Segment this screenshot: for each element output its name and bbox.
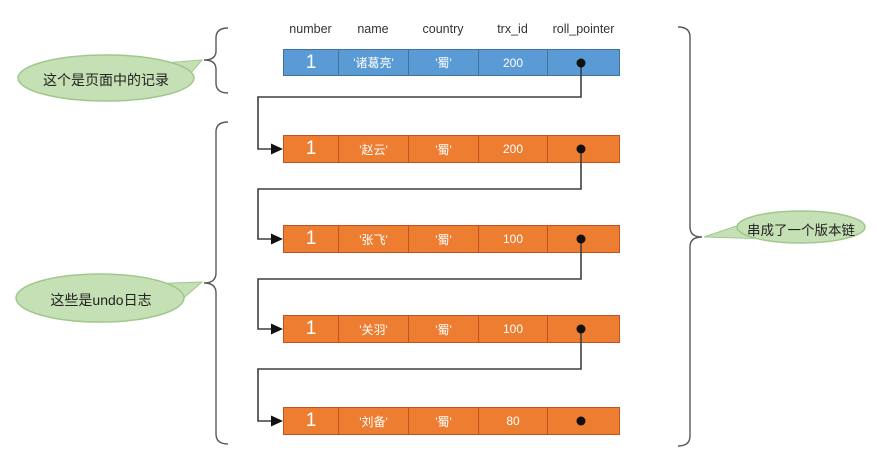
arrowhead-4 [271, 415, 283, 427]
undo-log-row-2: 1 '张飞' '蜀' 100 [283, 225, 620, 253]
header-name: name [357, 22, 389, 36]
cell-country: '蜀' [409, 316, 479, 342]
cell-trx-id: 100 [479, 226, 548, 252]
arrowhead-2 [271, 233, 283, 245]
undo-log-row-3: 1 '关羽' '蜀' 100 [283, 315, 620, 343]
cell-name: '刘备' [339, 408, 409, 434]
cell-trx-id: 200 [479, 136, 548, 162]
header-roll-pointer: roll_pointer [552, 22, 615, 36]
cell-country: '蜀' [409, 226, 479, 252]
page-record-row: 1 '诸葛亮' '蜀' 200 [283, 49, 620, 76]
cell-country: '蜀' [409, 408, 479, 434]
cell-roll-pointer [548, 226, 619, 252]
cell-country: '蜀' [409, 50, 479, 75]
arrowhead-3 [271, 323, 283, 335]
header-number: number [289, 22, 332, 36]
undo-log-row-1: 1 '赵云' '蜀' 200 [283, 135, 620, 163]
cell-trx-id: 100 [479, 316, 548, 342]
cell-number: 1 [284, 316, 339, 342]
arrowhead-1 [271, 143, 283, 155]
header-trx-id: trx_id [497, 22, 528, 36]
cell-name: '诸葛亮' [339, 50, 409, 75]
header-country: country [422, 22, 464, 36]
brace-undo-logs [203, 121, 229, 445]
cell-country: '蜀' [409, 136, 479, 162]
cell-roll-pointer [548, 408, 619, 434]
cell-number: 1 [284, 226, 339, 252]
cell-roll-pointer [548, 50, 619, 75]
brace-page-record [203, 27, 229, 94]
cell-number: 1 [284, 136, 339, 162]
cell-name: '张飞' [339, 226, 409, 252]
cell-number: 1 [284, 408, 339, 434]
cell-trx-id: 80 [479, 408, 548, 434]
cell-roll-pointer [548, 136, 619, 162]
cell-number: 1 [284, 50, 339, 75]
brace-version-chain [677, 26, 703, 447]
column-headers: number name country trx_id roll_pointer [283, 21, 620, 38]
callout-undo-logs: 这些是undo日志 [50, 292, 152, 308]
cell-name: '关羽' [339, 316, 409, 342]
cell-roll-pointer [548, 316, 619, 342]
callout-version-chain: 串成了一个版本链 [747, 223, 855, 238]
undo-log-row-4: 1 '刘备' '蜀' 80 [283, 407, 620, 435]
cell-name: '赵云' [339, 136, 409, 162]
callout-page-record: 这个是页面中的记录 [43, 72, 169, 88]
cell-trx-id: 200 [479, 50, 548, 75]
